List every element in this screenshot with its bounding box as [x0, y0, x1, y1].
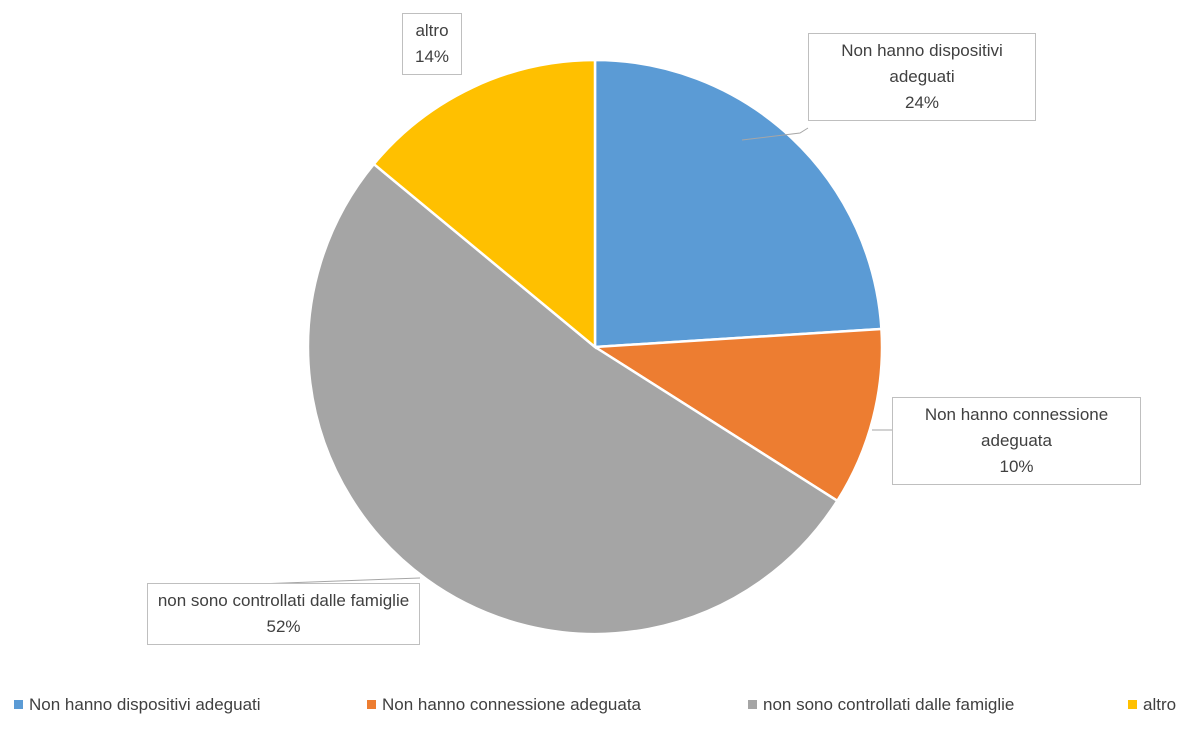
legend-entry: non sono controllati dalle famiglie [748, 692, 1014, 718]
data-label: non sono controllati dalle famiglie 52% [147, 583, 420, 645]
pie-slice [372, 58, 597, 350]
label-category: Non hanno dispositivi adeguati [841, 41, 1003, 86]
pie-slice [591, 327, 884, 503]
legend-label: altro [1143, 695, 1177, 714]
pie-slice [306, 162, 840, 636]
label-value: 14% [414, 47, 450, 66]
leader-line [741, 127, 809, 141]
data-label: Non hanno connessione adeguata 10% [892, 397, 1141, 485]
legend: Non hanno dispositivi adeguati Non hanno … [0, 692, 1200, 718]
legend-swatch [1128, 700, 1137, 709]
label-category: altro [415, 21, 449, 40]
legend-entry: Non hanno connessione adeguata [367, 692, 641, 718]
label-value: 52% [266, 617, 301, 636]
label-category: Non hanno connessione adeguata [924, 405, 1109, 450]
legend-swatch [748, 700, 757, 709]
legend-entry: Non hanno dispositivi adeguati [14, 692, 261, 718]
legend-label: Non hanno dispositivi adeguati [29, 695, 261, 714]
label-value: 10% [999, 457, 1034, 476]
data-label: altro 14% [402, 13, 462, 75]
legend-label: non sono controllati dalle famiglie [763, 695, 1015, 714]
data-label: Non hanno dispositivi adeguati 24% [808, 33, 1036, 121]
pie-slice [593, 58, 883, 349]
legend-swatch [367, 700, 376, 709]
legend-label: Non hanno connessione adeguata [382, 695, 641, 714]
legend-entry: altro [1128, 692, 1176, 718]
label-category: non sono controllati dalle famiglie [157, 591, 410, 610]
legend-swatch [14, 700, 23, 709]
label-value: 24% [904, 93, 940, 112]
